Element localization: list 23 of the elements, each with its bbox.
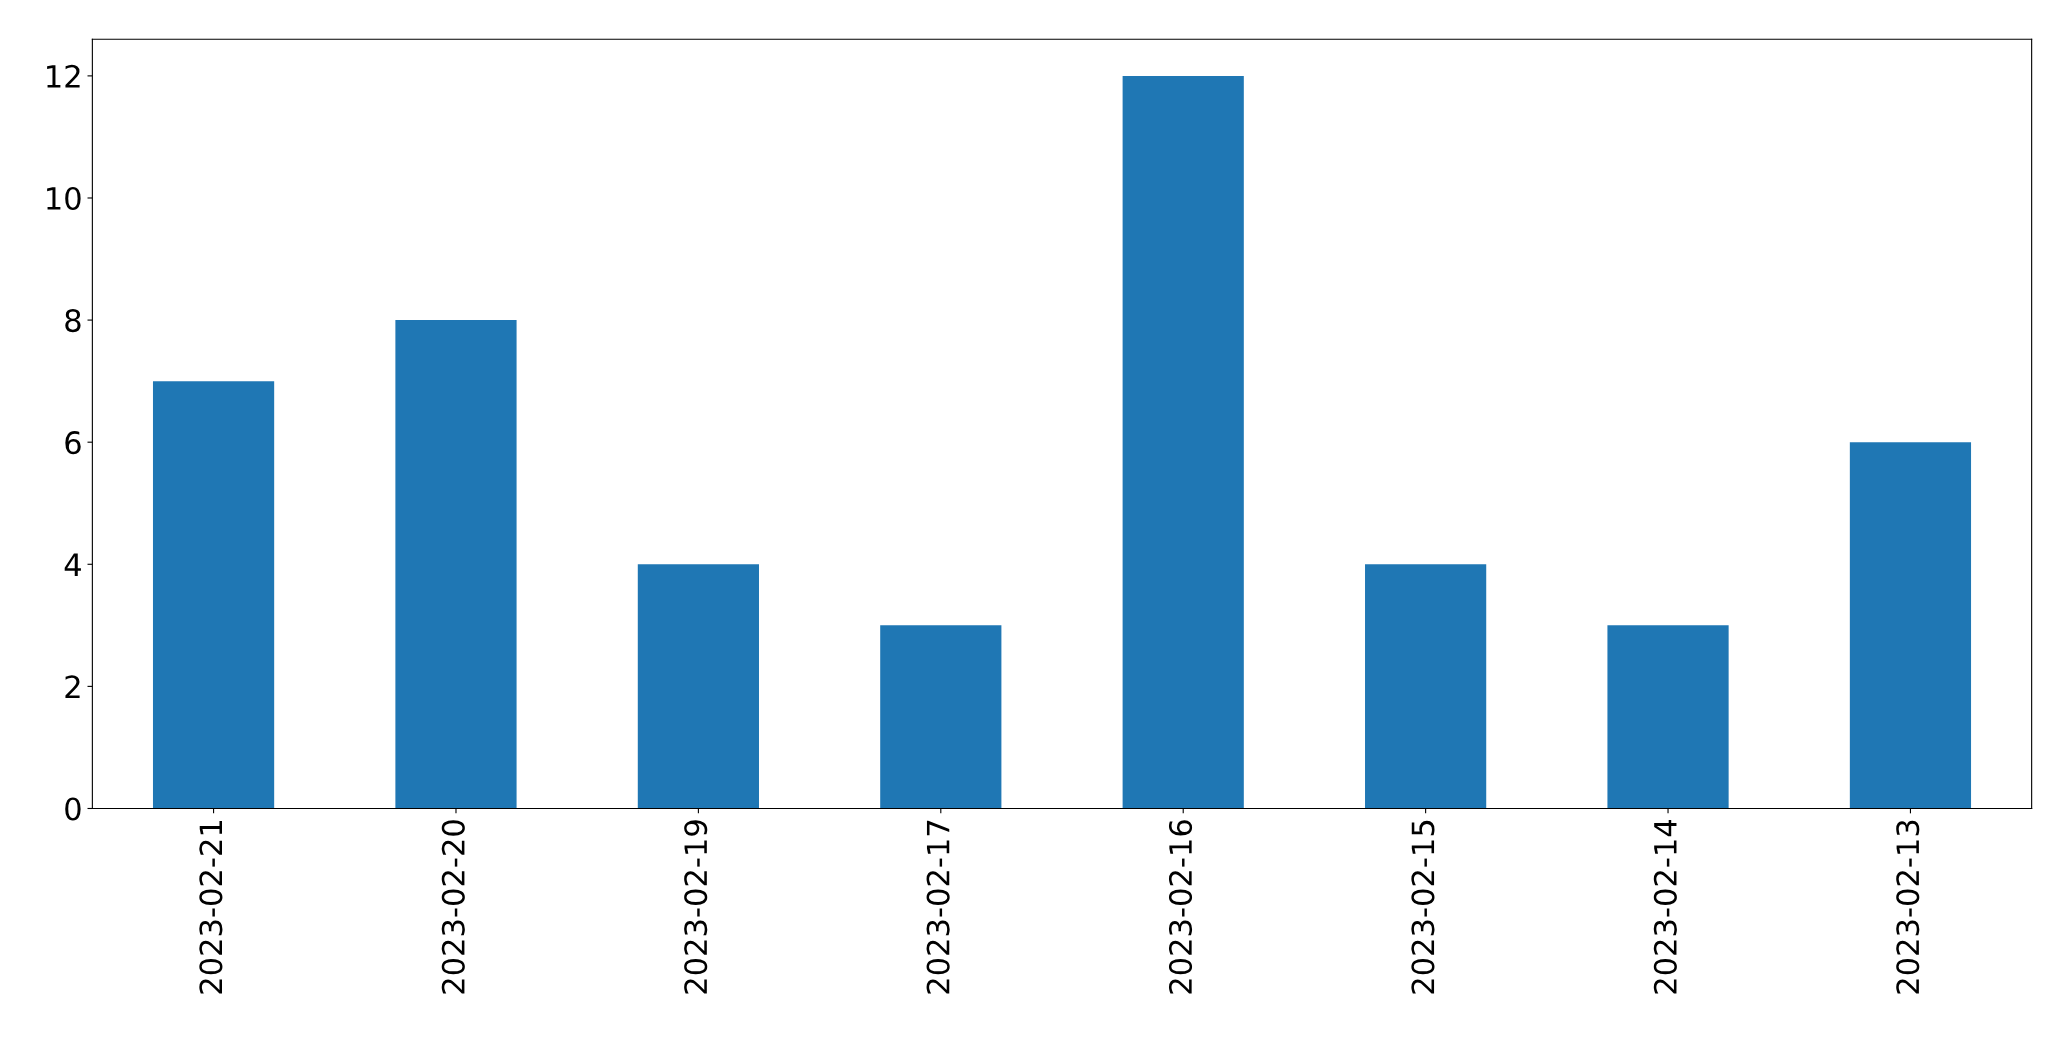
x-tick-label: 2023-02-21 [199,821,223,994]
x-tick-label: 2023-02-20 [441,820,465,994]
bar [152,381,275,809]
x-tick-label: 2023-02-16 [1168,820,1193,994]
y-tick-label: 12 [47,64,80,88]
bar [1607,625,1729,809]
x-tick-label: 2023-02-14 [1653,819,1677,994]
bar [1849,442,1972,809]
y-tick-label: 0 [65,797,81,821]
x-tick-label: 2023-02-13 [1896,820,1920,994]
y-tick-label: 10 [47,186,81,211]
bar [395,320,517,809]
y-tick-label: 6 [65,431,81,455]
y-tick-label: 2 [65,675,80,698]
bar [880,625,1002,809]
x-tick-label: 2023-02-17 [926,820,950,994]
bar [1122,75,1244,809]
x-tick-label: 2023-02-15 [1411,820,1435,994]
y-tick-label: 4 [64,553,81,576]
bar [637,564,759,809]
bar [1365,564,1487,809]
x-tick-label: 2023-02-19 [684,820,708,994]
y-tick-label: 8 [65,309,81,333]
